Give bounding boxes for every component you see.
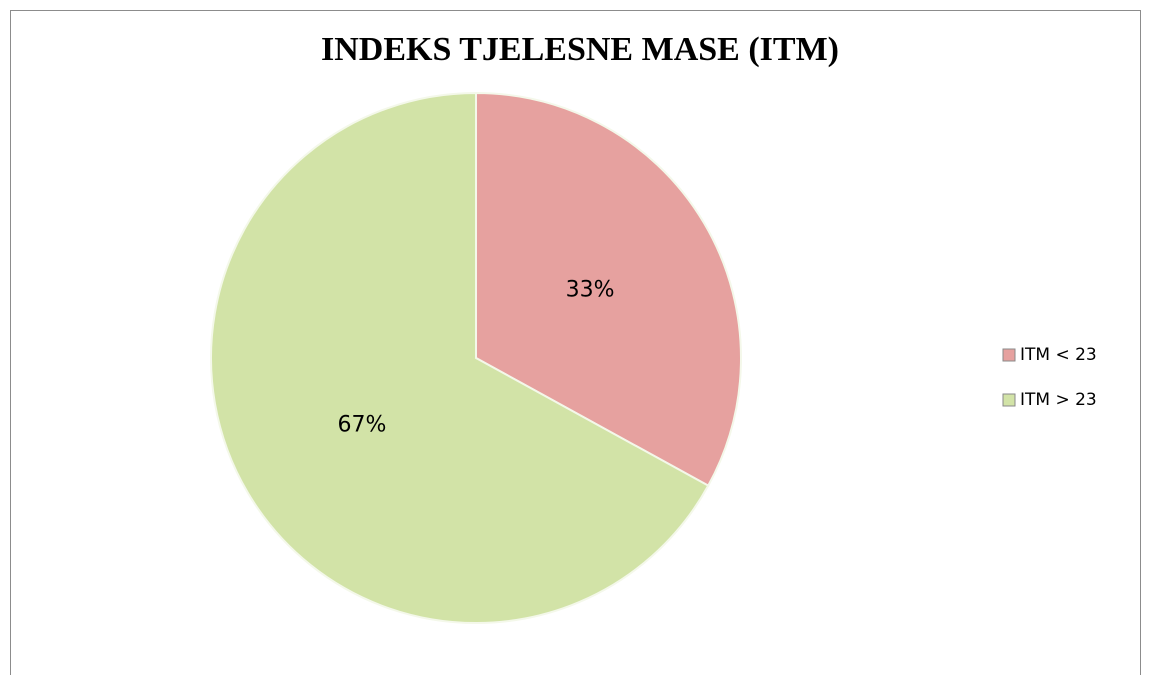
legend-swatch	[1002, 393, 1016, 407]
pie-slice	[475, 91, 742, 488]
legend: ITM < 23 ITM > 23	[1002, 345, 1097, 410]
pie-slice	[210, 91, 710, 624]
data-label: 33%	[566, 278, 615, 303]
legend-swatch	[1002, 348, 1016, 362]
chart-title: INDEKS TJELESNE MASE (ITM)	[321, 31, 839, 68]
data-label: 67%	[337, 412, 386, 437]
legend-label: ITM < 23	[1020, 345, 1097, 365]
legend-label: ITM > 23	[1020, 390, 1097, 410]
pie: 33% 67%	[210, 91, 742, 624]
chart-border	[10, 10, 1141, 675]
